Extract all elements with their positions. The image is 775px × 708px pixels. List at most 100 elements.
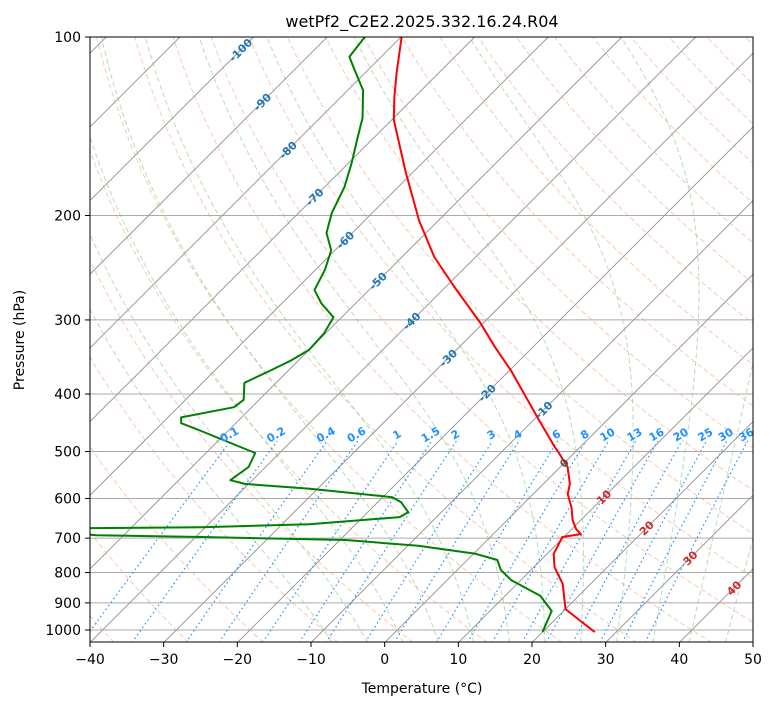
y-tick-label: 800 <box>54 566 81 582</box>
x-tick-label: −30 <box>149 652 179 668</box>
dry-adiabat-line <box>363 37 753 449</box>
dry-adiabat-line <box>554 37 753 244</box>
moist-adiabat-line <box>90 308 333 642</box>
isotherm-line <box>310 199 753 642</box>
mixing-ratio-label: 36 <box>736 425 756 444</box>
dry-adiabat-line <box>210 37 753 623</box>
x-tick-label: 0 <box>380 652 389 668</box>
y-tick-label: 400 <box>54 387 81 403</box>
mixing-ratio-label: 6 <box>550 427 563 442</box>
moist-adiabat-line <box>468 37 634 642</box>
y-axis-label: Pressure (hPa) <box>12 290 28 390</box>
chart-title: wetPf2_C2E2.2025.332.16.24.R04 <box>285 12 558 32</box>
mixing-ratio-line <box>644 440 749 642</box>
dry-adiabat-line <box>668 37 753 125</box>
mixing-ratio-line <box>521 440 637 642</box>
moist-adiabat-line <box>198 37 510 642</box>
mixing-ratio-line <box>298 440 433 642</box>
mixing-ratio-label: 0.4 <box>314 424 338 445</box>
x-tick-label: 30 <box>597 652 615 668</box>
dry-adiabat-line <box>172 37 712 642</box>
moist-adiabat-line <box>144 37 475 642</box>
isotherm-line <box>163 52 753 642</box>
mixing-ratio-label: 0.1 <box>218 424 241 445</box>
isotherm-line <box>531 420 753 642</box>
dry-adiabat-line <box>401 37 753 407</box>
dry-adiabat-line <box>90 445 264 642</box>
mixing-ratio-line <box>393 440 520 642</box>
mixing-ratio-line <box>545 440 659 642</box>
dry-adiabat-line <box>706 37 753 86</box>
isotherm-label: -90 <box>251 90 274 113</box>
isotherm-line <box>90 37 328 275</box>
mixing-ratio-line <box>491 440 610 642</box>
mixing-ratio-label: 3 <box>485 427 498 442</box>
y-tick-label: 900 <box>54 596 81 612</box>
moist-adiabat-line <box>620 37 700 642</box>
y-tick-label: 200 <box>54 209 81 225</box>
moist-adiabat-line <box>90 135 404 642</box>
dry-adiabat-line <box>90 531 189 642</box>
y-tick-label: 700 <box>54 531 81 547</box>
x-axis-label: Temperature (°C) <box>361 681 483 697</box>
dry-adiabat-line <box>439 37 753 366</box>
isotherm-line <box>90 37 402 349</box>
isotherm-line <box>90 37 475 423</box>
y-tick-label: 300 <box>54 313 81 329</box>
dry-adiabat-line <box>744 37 753 46</box>
dry-adiabat-line <box>134 37 638 642</box>
x-tick-label: −20 <box>223 652 253 668</box>
isotherm-line <box>90 37 549 496</box>
mixing-ratio-line <box>218 440 359 642</box>
y-tick-label: 500 <box>54 444 81 460</box>
mixing-ratio-label: 25 <box>695 425 715 444</box>
mixing-ratio-line <box>622 440 728 642</box>
isotherm-line <box>752 641 753 642</box>
mixing-ratio-line <box>467 440 587 642</box>
mixing-ratio-label: 0.6 <box>345 424 369 445</box>
y-tick-label: 1000 <box>45 623 81 639</box>
mixing-ratio-label: 10 <box>598 425 618 444</box>
x-tick-label: −40 <box>75 652 105 668</box>
background-lines <box>90 37 753 642</box>
isotherm-line <box>90 37 254 202</box>
x-tick-label: 50 <box>744 652 762 668</box>
temperature-profile-line <box>392 37 596 633</box>
profiles <box>90 37 596 633</box>
plot-frame <box>89 36 754 643</box>
y-tick-label: 100 <box>54 30 81 46</box>
mixing-ratio-line <box>599 440 708 642</box>
isotherm-line <box>605 494 753 642</box>
dry-adiabat-line <box>90 259 413 642</box>
mixing-ratio-label: 8 <box>578 427 591 442</box>
moist-adiabat-line <box>100 37 439 642</box>
x-tick-label: 10 <box>449 652 467 668</box>
dry-adiabat-line <box>90 149 488 642</box>
mixing-ratio-line <box>572 440 683 642</box>
mixing-ratio-label: 1 <box>390 427 403 442</box>
dry-adiabat-line <box>325 37 753 492</box>
mixing-ratio-label: 13 <box>625 425 645 444</box>
moist-adiabat-line <box>90 233 368 642</box>
y-tick-label: 600 <box>54 491 81 507</box>
mixing-ratio-line <box>131 440 278 642</box>
isotherm-line <box>384 273 753 642</box>
mixing-ratio-label: 16 <box>647 425 667 444</box>
moist-adiabat-line <box>688 360 753 642</box>
mixing-ratio-label: 2 <box>449 427 462 442</box>
dry-adiabat-line <box>592 37 753 204</box>
moist-adiabat-line <box>353 37 584 642</box>
x-tick-label: 20 <box>523 652 541 668</box>
mixing-ratio-line <box>364 440 493 642</box>
mixing-ratio-line <box>185 440 328 642</box>
dry-adiabat-line <box>90 355 339 642</box>
dry-adiabat-line <box>515 37 753 284</box>
mixing-ratio-line <box>436 440 559 642</box>
mixing-ratio-line <box>90 440 231 633</box>
isotherm-line <box>237 126 753 642</box>
isotherm-line <box>90 37 696 642</box>
axes: −40 −30 −20 −10 0 10 20 30 40 5010020030040050060… <box>45 30 762 668</box>
dewpoint-profile-line <box>90 37 553 633</box>
moist-adiabat-line <box>725 537 753 642</box>
